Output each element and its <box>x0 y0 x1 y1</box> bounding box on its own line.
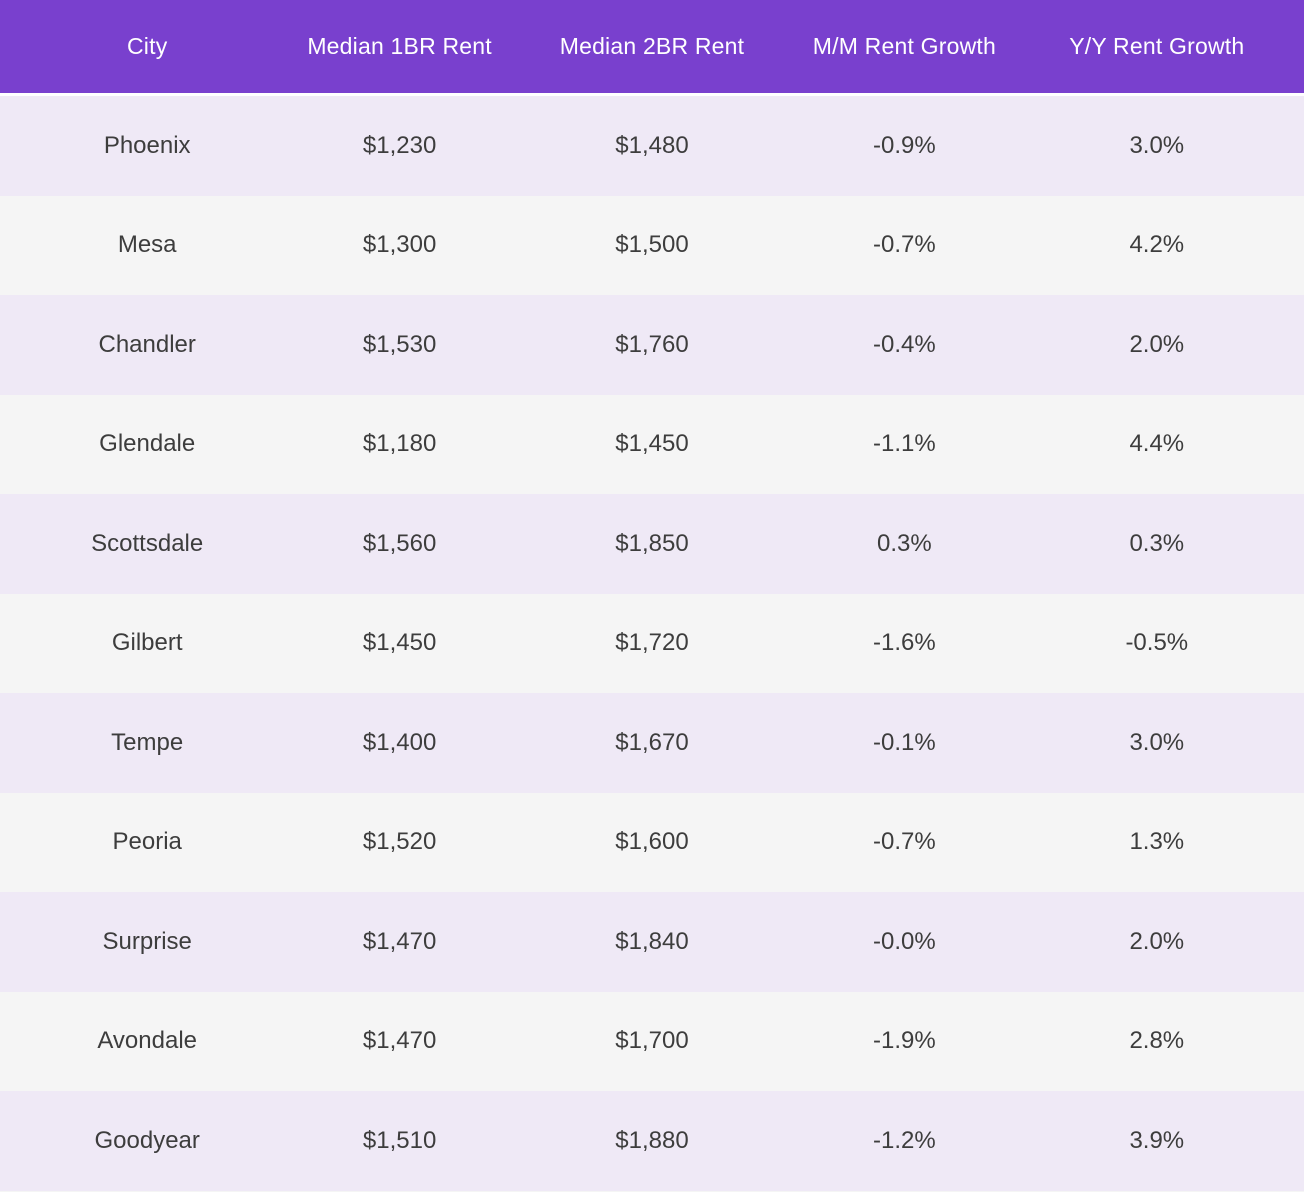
table-row: Tempe $1,400 $1,670 -0.1% 3.0% <box>0 693 1304 793</box>
cell-median-1br-rent: $1,530 <box>362 330 437 358</box>
cell-median-2br-rent: $1,600 <box>615 828 689 856</box>
cell-mm-rent-growth: -0.9% <box>873 131 936 159</box>
cell-median-2br-rent: $1,880 <box>615 1126 689 1154</box>
cell-median-2br-rent: $1,500 <box>615 231 689 259</box>
cell-yy-rent-growth: 1.3% <box>1129 828 1185 856</box>
cell-yy-rent-growth: 2.8% <box>1129 1027 1185 1055</box>
cell-city: Mesa <box>117 231 177 259</box>
cell-median-1br-rent: $1,470 <box>362 1027 437 1055</box>
cell-mm-rent-growth: -1.1% <box>873 430 936 458</box>
column-header-mm-rent-growth: M/M Rent Growth <box>812 33 996 59</box>
cell-mm-rent-growth: -0.7% <box>873 828 936 856</box>
table-body: Phoenix $1,230 $1,480 -0.9% 3.0% Mesa $1,300 $1… <box>0 96 1304 1191</box>
table-row: Gilbert $1,450 $1,720 -1.6% -0.5% <box>0 593 1304 693</box>
cell-median-1br-rent: $1,400 <box>362 728 437 756</box>
cell-city: Scottsdale <box>91 529 204 557</box>
cell-city: Glendale <box>99 430 196 458</box>
table-row: Chandler $1,530 $1,760 -0.4% 2.0% <box>0 295 1304 395</box>
cell-yy-rent-growth: 2.0% <box>1129 330 1185 358</box>
cell-median-1br-rent: $1,230 <box>362 131 437 159</box>
table-row: Avondale $1,470 $1,700 -1.9% 2.8% <box>0 991 1304 1091</box>
cell-mm-rent-growth: -0.4% <box>873 330 936 358</box>
cell-yy-rent-growth: -0.5% <box>1125 629 1189 657</box>
cell-mm-rent-growth: -1.9% <box>873 1027 936 1055</box>
cell-yy-rent-growth: 3.9% <box>1129 1126 1185 1154</box>
cell-median-1br-rent: $1,560 <box>362 529 437 557</box>
cell-mm-rent-growth: -1.2% <box>873 1126 936 1154</box>
table-row: Goodyear $1,510 $1,880 -1.2% 3.9% <box>0 1091 1304 1191</box>
column-header-city: City <box>126 33 168 59</box>
cell-mm-rent-growth: -1.6% <box>873 629 936 657</box>
cell-median-1br-rent: $1,450 <box>362 629 437 657</box>
cell-city: Surprise <box>102 927 192 955</box>
cell-city: Gilbert <box>111 629 183 657</box>
column-header-yy-rent-growth: Y/Y Rent Growth <box>1069 33 1245 59</box>
table-row: Glendale $1,180 $1,450 -1.1% 4.4% <box>0 394 1304 494</box>
table-row: Peoria $1,520 $1,600 -0.7% 1.3% <box>0 792 1304 892</box>
cell-yy-rent-growth: 4.2% <box>1129 231 1185 259</box>
cell-median-1br-rent: $1,180 <box>362 430 437 458</box>
cell-median-1br-rent: $1,300 <box>362 231 437 259</box>
cell-yy-rent-growth: 3.0% <box>1129 728 1185 756</box>
cell-mm-rent-growth: -0.0% <box>873 927 936 955</box>
cell-city: Chandler <box>98 330 196 358</box>
column-header-median-1br-rent: Median 1BR Rent <box>307 33 492 59</box>
cell-median-1br-rent: $1,510 <box>362 1126 437 1154</box>
cell-median-1br-rent: $1,470 <box>362 927 437 955</box>
table-bottom-strip <box>0 1190 1304 1192</box>
table-row: Phoenix $1,230 $1,480 -0.9% 3.0% <box>0 96 1304 196</box>
cell-yy-rent-growth: 3.0% <box>1129 131 1185 159</box>
cell-median-2br-rent: $1,760 <box>615 330 689 358</box>
cell-yy-rent-growth: 4.4% <box>1129 430 1185 458</box>
cell-city: Tempe <box>111 728 184 756</box>
column-header-median-2br-rent: Median 2BR Rent <box>559 33 745 59</box>
table-header-row: City Median 1BR Rent Median 2BR Rent M/M… <box>0 0 1304 93</box>
table-row: Surprise $1,470 $1,840 -0.0% 2.0% <box>0 892 1304 992</box>
cell-median-2br-rent: $1,850 <box>615 529 689 557</box>
cell-median-2br-rent: $1,840 <box>615 927 689 955</box>
cell-yy-rent-growth: 2.0% <box>1129 927 1185 955</box>
cell-mm-rent-growth: -0.1% <box>873 728 936 756</box>
cell-median-2br-rent: $1,720 <box>615 629 689 657</box>
table-row: Scottsdale $1,560 $1,850 0.3% 0.3% <box>0 494 1304 594</box>
cell-median-1br-rent: $1,520 <box>362 828 437 856</box>
cell-yy-rent-growth: 0.3% <box>1129 529 1185 557</box>
cell-city: Goodyear <box>94 1126 200 1154</box>
cell-mm-rent-growth: 0.3% <box>877 529 932 557</box>
cell-median-2br-rent: $1,450 <box>615 430 689 458</box>
cell-city: Phoenix <box>103 131 191 159</box>
cell-median-2br-rent: $1,700 <box>615 1027 689 1055</box>
cell-median-2br-rent: $1,480 <box>615 131 689 159</box>
cell-city: Avondale <box>97 1027 198 1055</box>
table-row: Mesa $1,300 $1,500 -0.7% 4.2% <box>0 195 1304 295</box>
cell-mm-rent-growth: -0.7% <box>873 231 936 259</box>
header-divider <box>0 93 1304 96</box>
cell-city: Peoria <box>112 828 182 856</box>
cell-median-2br-rent: $1,670 <box>615 728 689 756</box>
